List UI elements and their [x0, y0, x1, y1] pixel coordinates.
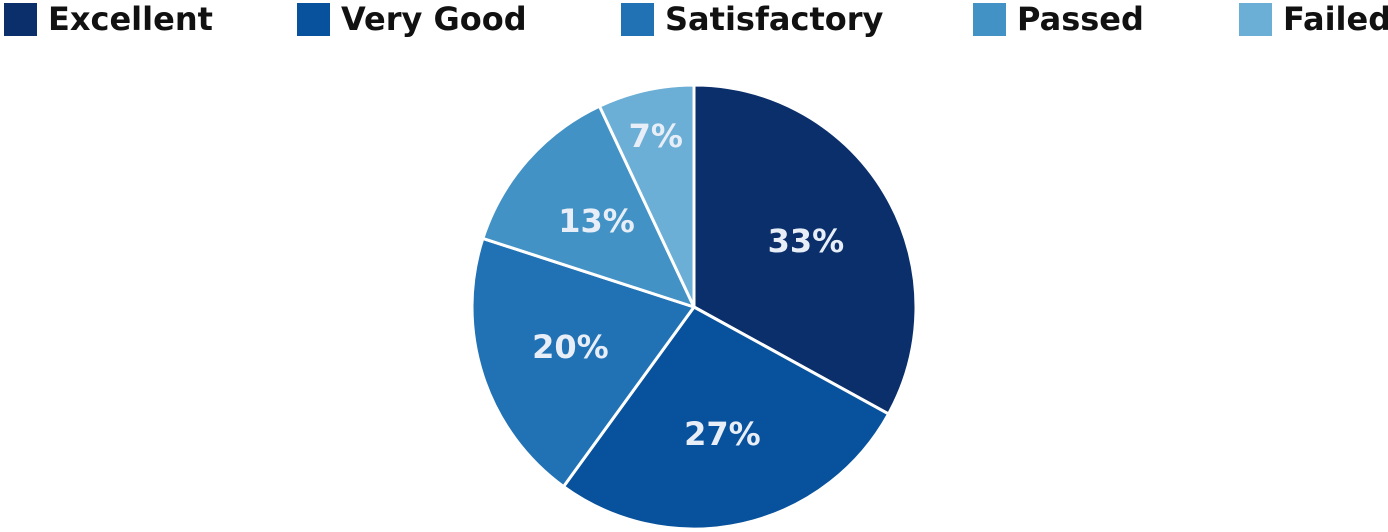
- pie-slice-satisfactory: [470, 236, 696, 489]
- legend-item-very-good: Very Good: [297, 0, 527, 38]
- legend-item-excellent: Excellent: [4, 0, 213, 38]
- pie-data-labels: 33% 27% 20% 13% 7%: [532, 117, 844, 453]
- legend-swatch-satisfactory: [621, 2, 654, 36]
- legend-item-satisfactory: Satisfactory: [621, 0, 883, 38]
- pie-slice-passed: [481, 104, 696, 309]
- data-label-excellent: 33%: [768, 222, 845, 260]
- legend-swatch-passed: [973, 2, 1006, 36]
- data-label-very-good: 27%: [684, 415, 761, 453]
- data-label-failed: 7%: [629, 117, 683, 155]
- legend-label-passed: Passed: [1017, 0, 1144, 38]
- pie-slice-excellent: [692, 83, 918, 416]
- legend-item-passed: Passed: [973, 0, 1144, 38]
- legend-label-excellent: Excellent: [48, 0, 213, 38]
- legend-swatch-excellent: [4, 2, 37, 36]
- legend-label-failed: Failed: [1283, 0, 1388, 38]
- legend-label-very-good: Very Good: [341, 0, 527, 38]
- pie-slices: [470, 83, 918, 531]
- legend-label-satisfactory: Satisfactory: [665, 0, 884, 38]
- legend-swatch-failed: [1239, 2, 1272, 36]
- legend-swatch-very-good: [297, 2, 330, 36]
- data-label-passed: 13%: [558, 202, 635, 240]
- pie-slice-failed: [597, 83, 696, 309]
- pie-slice-very-good: [562, 305, 891, 531]
- legend-item-failed: Failed: [1239, 0, 1388, 38]
- data-label-satisfactory: 20%: [532, 328, 609, 366]
- legend: Excellent Very Good Satisfactory Passed …: [0, 0, 1388, 40]
